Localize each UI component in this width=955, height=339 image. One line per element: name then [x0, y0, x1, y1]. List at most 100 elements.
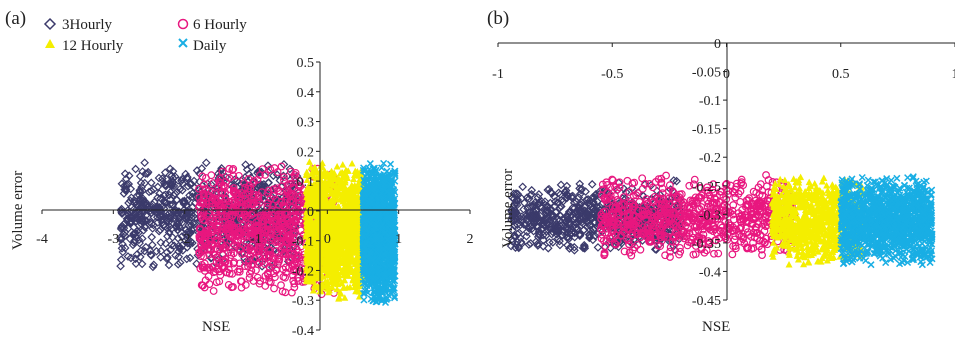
data-point-3hourly	[129, 229, 139, 238]
panel-b-label: (b)	[487, 8, 509, 29]
data-point-3hourly	[182, 242, 192, 252]
data-point-3hourly	[164, 260, 174, 270]
data-point-3hourly	[161, 239, 171, 248]
y-tick-label: 0.5	[297, 56, 315, 71]
data-point-3hourly	[165, 222, 174, 231]
data-point-6hourly	[196, 224, 204, 233]
data-point-3hourly	[136, 178, 146, 188]
data-point-6hourly	[289, 265, 298, 274]
data-point-6hourly	[286, 249, 294, 258]
data-point-6hourly	[198, 216, 207, 224]
data-point-6hourly	[228, 231, 237, 240]
data-point-6hourly	[227, 220, 236, 229]
data-point-6hourly	[221, 195, 230, 203]
data-point-3hourly	[149, 260, 159, 270]
data-point-6hourly	[200, 192, 208, 201]
data-point-12hourly	[333, 163, 341, 170]
data-point-6hourly	[231, 189, 239, 198]
data-point-3hourly	[124, 210, 134, 219]
y-tick-label: 0.3	[297, 116, 315, 131]
data-point-6hourly	[266, 194, 275, 203]
data-point-3hourly	[175, 258, 185, 267]
data-point-3hourly	[156, 238, 166, 247]
data-point-6hourly	[225, 185, 234, 194]
data-point-3hourly	[213, 169, 223, 179]
data-point-6hourly	[285, 230, 294, 239]
data-point-6hourly	[277, 210, 286, 219]
data-point-6hourly	[283, 232, 291, 241]
data-point-6hourly	[274, 186, 283, 195]
data-point-3hourly	[181, 169, 190, 179]
panel-a: -4 -3 -2 -1 0 1 2 0.50.40.30.20.10-0.1-0.2-0.3…	[10, 56, 474, 339]
data-point-3hourly	[140, 178, 150, 188]
data-point-3hourly	[556, 180, 566, 190]
data-point-6hourly	[209, 287, 218, 295]
data-point-12hourly	[308, 183, 316, 191]
data-point-12hourly	[334, 245, 342, 253]
data-point-3hourly	[148, 240, 157, 250]
data-point-3hourly	[116, 235, 126, 244]
x-tick-label: 2	[467, 232, 474, 247]
data-point-6hourly	[225, 269, 234, 278]
data-point-6hourly	[243, 199, 251, 208]
data-point-12hourly	[309, 277, 317, 285]
triangle-marker-icon	[45, 39, 55, 48]
data-point-12hourly	[335, 293, 343, 301]
y-tick-label: -0.3	[292, 294, 314, 309]
data-point-3hourly	[117, 204, 126, 214]
data-point-12hourly	[340, 284, 348, 291]
data-point-3hourly	[125, 196, 135, 206]
data-point-3hourly	[250, 184, 260, 194]
y-tick-label: -0.1	[292, 235, 314, 250]
data-point-6hourly	[227, 251, 236, 259]
data-point-12hourly	[337, 268, 345, 276]
data-point-3hourly	[192, 193, 201, 202]
data-point-6hourly	[266, 246, 275, 255]
data-point-6hourly	[209, 216, 218, 225]
data-point-6hourly	[208, 228, 217, 237]
x-tick-label: -1	[250, 232, 262, 247]
data-point-6hourly	[237, 283, 246, 292]
legend-item-12hourly: 12 Hourly	[45, 38, 124, 54]
data-point-3hourly	[181, 236, 191, 245]
data-point-6hourly	[265, 273, 273, 282]
x-tick-label: -4	[36, 232, 48, 247]
data-point-6hourly	[198, 245, 206, 253]
data-point-6hourly	[242, 245, 251, 254]
data-point-6hourly	[290, 279, 299, 288]
data-point-6hourly	[260, 252, 269, 261]
panel-a-xlabel: NSE	[202, 319, 230, 335]
data-point-6hourly	[276, 239, 285, 247]
data-point-3hourly	[163, 253, 172, 262]
data-point-6hourly	[280, 176, 288, 185]
data-point-6hourly	[295, 189, 304, 198]
data-point-3hourly	[145, 246, 155, 256]
data-point-3hourly	[146, 186, 156, 196]
data-point-3hourly	[172, 195, 182, 205]
data-point-3hourly	[173, 233, 183, 243]
data-point-6hourly	[205, 250, 214, 259]
data-point-6hourly	[217, 229, 226, 238]
data-point-12hourly	[306, 158, 314, 165]
data-point-12hourly	[344, 245, 352, 252]
data-point-3hourly	[178, 185, 187, 195]
data-point-12hourly	[350, 175, 358, 183]
data-point-3hourly	[171, 251, 180, 260]
data-point-3hourly	[184, 208, 194, 217]
data-point-6hourly	[280, 173, 288, 181]
data-point-6hourly	[229, 259, 238, 268]
data-point-6hourly	[255, 258, 264, 267]
data-point-6hourly	[270, 284, 278, 293]
data-point-6hourly	[230, 240, 239, 249]
data-point-12hourly	[334, 280, 342, 288]
data-point-6hourly	[259, 223, 267, 232]
data-point-3hourly	[156, 246, 166, 256]
data-point-6hourly	[261, 225, 270, 234]
data-point-6hourly	[277, 162, 286, 171]
data-point-6hourly	[281, 223, 290, 232]
data-point-3hourly	[146, 178, 156, 188]
data-point-3hourly	[143, 169, 152, 178]
data-point-6hourly	[237, 208, 246, 217]
diamond-marker-icon	[43, 17, 57, 31]
